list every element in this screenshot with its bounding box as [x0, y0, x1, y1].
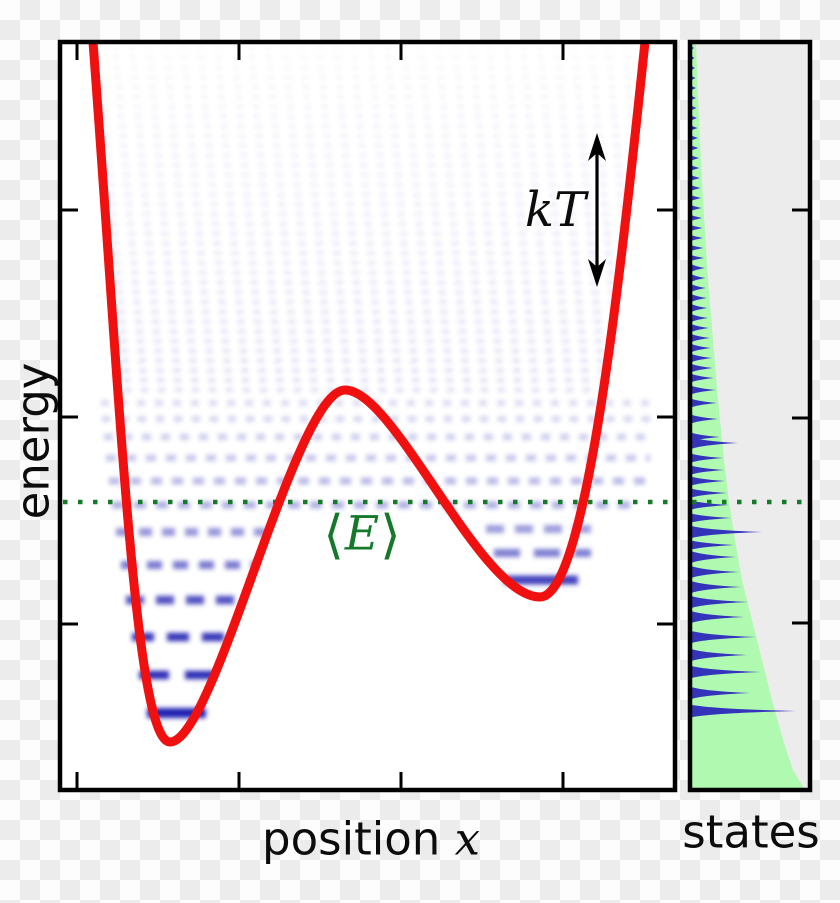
dos-peak — [690, 453, 723, 463]
dos-peak — [690, 204, 702, 212]
dos-peak — [690, 313, 708, 323]
dos-peak — [690, 353, 712, 363]
dos-peak — [690, 174, 700, 182]
dos-peak — [690, 488, 727, 498]
dos-peak — [690, 465, 724, 475]
dos-peak — [690, 704, 796, 718]
dos-peak — [690, 283, 706, 293]
x-axis-label: position x — [262, 817, 480, 862]
dos-peak — [690, 540, 734, 550]
dos-peak — [690, 686, 750, 700]
potential-curve — [88, 42, 650, 747]
mean-energy-letter: E — [344, 506, 380, 562]
mean-energy-label: ⟨E⟩ — [323, 506, 400, 563]
dos-peak — [690, 398, 717, 408]
dos-peak — [690, 214, 702, 222]
dos-peak — [690, 184, 701, 192]
plot-frame — [687, 39, 813, 793]
states-axis-label: states — [682, 805, 820, 859]
dos-peak — [690, 630, 756, 644]
dos-peak — [690, 244, 704, 252]
dos-peak — [690, 323, 709, 333]
dos-peak — [690, 363, 713, 373]
dos-peak — [690, 234, 703, 242]
dos-peak — [690, 525, 762, 539]
dos-peak — [690, 164, 700, 172]
dos-peak — [690, 550, 736, 564]
dos-peak — [690, 565, 739, 579]
kt-arrow — [588, 133, 606, 287]
dos-peak — [690, 436, 738, 450]
y-axis-label: energy — [6, 362, 60, 520]
dos-peak — [690, 385, 716, 395]
plot-frame — [57, 39, 678, 793]
dos-peak — [690, 595, 748, 609]
x-axis-label-math: x — [454, 812, 480, 866]
mean-energy-open-bracket: ⟨ — [323, 504, 344, 566]
states-plot — [687, 39, 813, 793]
dos-peak — [690, 194, 701, 202]
mean-energy-close-bracket: ⟩ — [380, 504, 401, 566]
dos-peak — [690, 665, 761, 679]
dos-peak — [690, 224, 703, 232]
dos-peak — [690, 263, 705, 273]
dos-peak — [690, 500, 729, 510]
dos-peak — [690, 513, 731, 523]
dos-peak — [690, 254, 704, 262]
potential-plot — [57, 39, 678, 793]
dos-peak — [690, 303, 708, 313]
dos-peak — [690, 333, 710, 343]
dos-peak — [690, 273, 706, 283]
dos-peak — [690, 293, 707, 303]
dos-peak — [690, 610, 744, 624]
x-axis-label-text: position — [262, 812, 441, 866]
dos-peak — [690, 373, 714, 383]
dos-peak — [690, 414, 718, 424]
kt-label: kT — [524, 182, 586, 238]
dos-peak — [690, 580, 741, 594]
dos-peak — [690, 343, 711, 353]
dos-peak — [690, 648, 747, 662]
dos-peak — [690, 476, 725, 486]
